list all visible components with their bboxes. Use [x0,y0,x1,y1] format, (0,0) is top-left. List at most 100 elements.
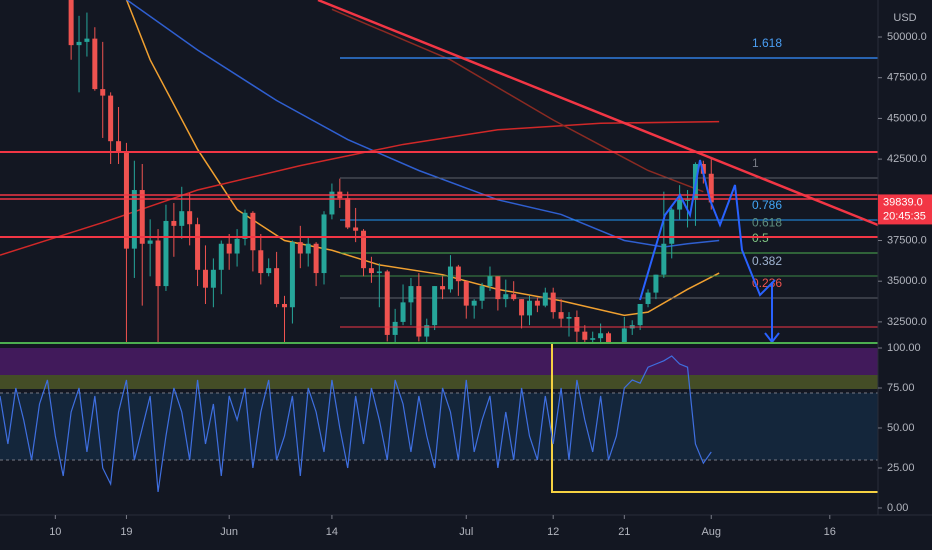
y-tick-label: 100.00 [887,342,921,354]
candle-body [511,294,517,300]
candle-body [495,276,501,300]
candle-body [202,269,208,288]
candle-body [218,243,224,270]
candle-body [566,317,572,319]
y-tick-label: 35000.0 [887,275,927,287]
indicator-pane [0,344,878,493]
overbought-band [0,348,878,375]
x-tick-label: Jun [220,526,238,538]
series-line [0,120,720,256]
drawings [0,0,879,344]
y-tick-label: 0.00 [887,502,908,514]
x-tick-label: 19 [120,526,132,538]
candle-body [669,209,675,244]
candle-body [139,190,145,244]
candle-body [100,89,106,96]
x-tick-label: 10 [49,526,61,538]
y-tick-label: 37500.0 [887,234,927,246]
x-tick-label: 21 [618,526,630,538]
candle-body [187,211,193,225]
candle-body [305,243,311,254]
candle-body [455,266,461,282]
candle-body [123,152,129,249]
candle-body [558,312,564,319]
candle-body [250,212,256,251]
candle-body [131,190,137,249]
candle-body [68,0,74,46]
fib-label: 1 [752,156,759,170]
candle-body [274,268,280,304]
candle-body [171,220,177,226]
candle-body [653,274,659,293]
y-tick-label: 25.00 [887,462,915,474]
candle-body [384,271,390,335]
candle-body [408,286,414,303]
candle-body [526,300,532,316]
candle-body [392,321,398,335]
y-tick-label: 45000.0 [887,112,927,124]
candle-body [606,333,612,342]
candle-body [440,286,446,290]
y-tick-label: 47500.0 [887,72,927,84]
candle-body [297,242,303,254]
candle-body [677,199,683,210]
projection [639,159,776,301]
candle-body [447,266,453,290]
candle-body [542,292,548,306]
y-tick-label: 75.00 [887,382,915,394]
candle-body [550,292,556,313]
candle-body [210,269,216,288]
candle-body [329,191,335,215]
candle-body [471,300,477,306]
candle-body [147,240,153,244]
fib-label: 0.618 [752,215,782,229]
candle-body [282,303,288,308]
candle-body [289,242,295,308]
candle-body [155,240,161,287]
candle-body [195,224,201,270]
series-line [125,0,720,317]
candle-body [685,199,691,201]
candle-body [708,173,714,203]
candle-body [361,230,367,269]
y-tick-label: 50.00 [887,422,915,434]
candle-body [258,250,264,274]
fib-label: 0.786 [752,198,782,212]
candle-body [108,95,114,142]
x-tick-label: 16 [824,526,836,538]
candle-body [368,268,374,274]
candle-body [179,211,185,226]
fib-label: 1.618 [752,36,782,50]
candle-body [590,338,596,340]
candle-body [416,286,422,337]
candle-body [463,281,469,306]
x-tick-label: Aug [701,526,721,538]
currency: USD [893,12,916,24]
y-tick-label: 32500.0 [887,316,927,328]
last-price: 39839.0 [883,196,923,208]
upper-band [0,375,878,389]
candle-body [353,227,359,231]
x-tick-label: Jul [459,526,473,538]
range-box [551,344,878,493]
candle-body [376,271,382,274]
candle-body [487,276,493,287]
candle-body [226,243,232,254]
candle-body [598,333,604,339]
candle-body [163,220,169,287]
y-tick-label: 42500.0 [887,153,927,165]
x-tick-label: 12 [547,526,559,538]
candle-body [266,268,272,274]
candle-body [621,328,627,342]
candle-body [234,238,240,254]
candle-body [503,294,509,300]
candle-body [534,300,540,306]
candle-body [84,38,90,42]
candle-body [519,299,525,316]
candle-body [661,243,667,275]
y-tick-label: 50000.0 [887,31,927,43]
candle-body [700,163,706,174]
candle-body [242,212,248,239]
countdown: 20:45:35 [883,210,926,222]
